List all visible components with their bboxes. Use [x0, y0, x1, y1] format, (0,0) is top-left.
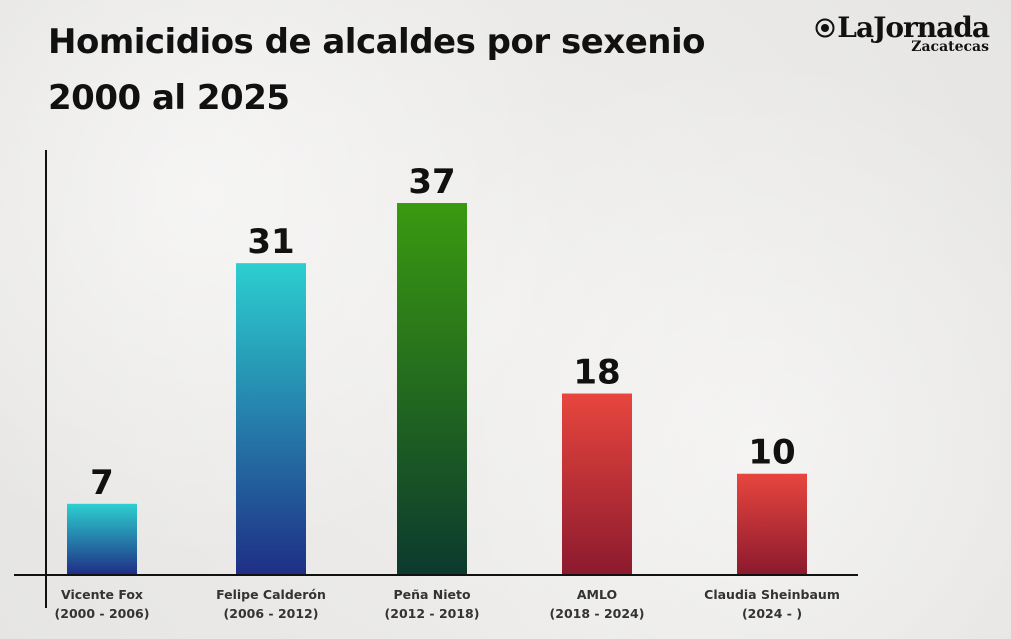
- bar-5: [737, 473, 807, 574]
- category-period-label: (2006 - 2012): [224, 606, 319, 621]
- bar-value-label: 7: [90, 463, 114, 503]
- category-period-label: (2024 - ): [742, 606, 802, 621]
- sun-emblem-icon: [815, 18, 835, 38]
- bar-4: [562, 393, 632, 574]
- logo-brand: LaJornada: [837, 11, 990, 44]
- category-period-label: (2018 - 2024): [550, 606, 645, 621]
- bar-value-label: 37: [408, 162, 455, 202]
- bar-2: [236, 263, 306, 574]
- bar-1: [67, 503, 137, 574]
- category-label: Peña Nieto: [393, 587, 471, 602]
- chart-title: Homicidios de alcaldes por sexenio 2000 …: [48, 14, 706, 126]
- chart-title-line1: Homicidios de alcaldes por sexenio: [48, 22, 706, 62]
- category-period-label: (2012 - 2018): [385, 606, 480, 621]
- bar-value-label: 10: [748, 433, 795, 473]
- bar-value-label: 18: [573, 353, 620, 393]
- logo-sub: Zacatecas: [911, 39, 989, 55]
- category-period-label: (2000 - 2006): [55, 606, 150, 621]
- chart-title-line2: 2000 al 2025: [48, 78, 290, 118]
- bar-3: [397, 203, 467, 574]
- bar-value-label: 31: [247, 222, 294, 262]
- category-label: Vicente Fox: [61, 587, 143, 602]
- category-label: Felipe Calderón: [216, 587, 326, 602]
- category-label: Claudia Sheinbaum: [704, 587, 840, 602]
- category-label: AMLO: [577, 587, 617, 602]
- la-jornada-logo: LaJornada Zacatecas: [815, 11, 990, 55]
